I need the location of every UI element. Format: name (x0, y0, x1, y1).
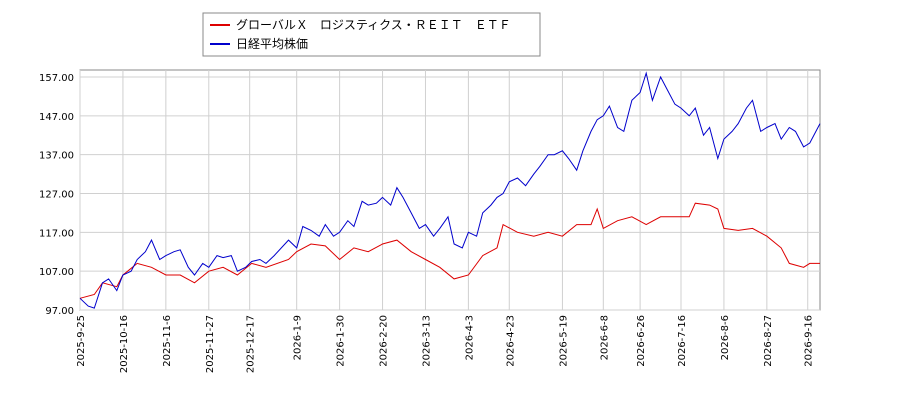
x-tick-label: 2026-5-19 (558, 315, 569, 367)
x-tick-label: 2025-10-16 (119, 315, 130, 373)
x-tick-label: 2026-4-23 (505, 315, 516, 367)
x-tick-label: 2026-1-9 (293, 315, 304, 360)
x-tick-label: 2026-1-30 (336, 315, 347, 367)
y-tick-label: 127.00 (39, 189, 74, 200)
legend-label: 日経平均株価 (236, 36, 308, 51)
line-series (79, 202, 820, 299)
line-series (79, 71, 821, 309)
x-tick-label: 2026-3-13 (421, 315, 432, 367)
x-tick-label: 2026-7-16 (677, 315, 688, 367)
y-tick-label: 147.00 (39, 112, 74, 123)
x-tick-label: 2026-4-3 (464, 315, 475, 360)
y-tick-label: 137.00 (39, 151, 74, 162)
x-tick-label: 2026-2-20 (379, 315, 390, 367)
y-tick-label: 97.00 (45, 306, 74, 317)
y-tick-label: 117.00 (39, 228, 74, 239)
x-tick-label: 2026-9-16 (804, 315, 815, 367)
x-tick-label: 2026-8-27 (763, 315, 774, 367)
y-tick-label: 107.00 (39, 267, 74, 278)
x-tick-label: 2025-9-25 (76, 315, 87, 367)
plot-area (79, 69, 821, 311)
x-tick-label: 2026-6-8 (599, 315, 610, 360)
legend-label: グローバルＸ ロジスティクス・ＲＥＩＴ ＥＴＦ (236, 18, 511, 32)
x-tick-label: 2026-6-26 (636, 315, 647, 367)
legend: グローバルＸ ロジスティクス・ＲＥＩＴ ＥＴＦ 日経平均株価 (202, 12, 541, 57)
x-tick-label: 2025-12-17 (246, 315, 257, 373)
legend-box (202, 12, 541, 57)
y-tick-label: 157.00 (39, 73, 74, 84)
x-tick-label: 2026-8-6 (720, 315, 731, 360)
x-tick-label: 2025-11-27 (205, 315, 216, 373)
x-tick-label: 2025-11-6 (162, 315, 173, 367)
